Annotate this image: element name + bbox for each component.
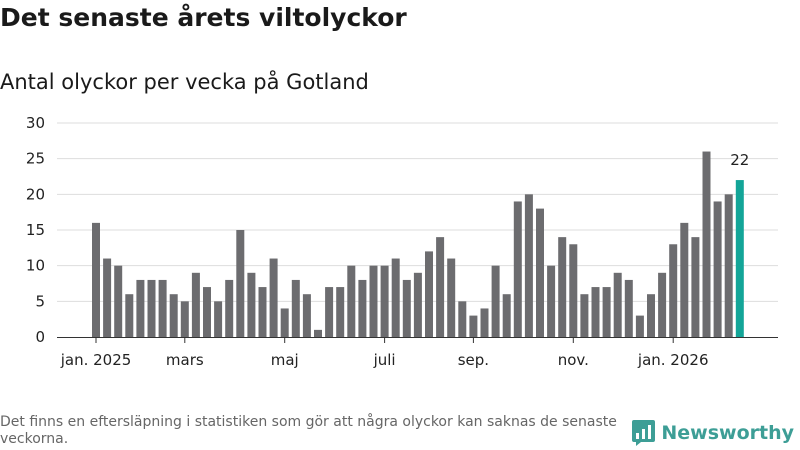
bar-week-14 — [236, 230, 245, 337]
bar-week-28 — [391, 258, 400, 337]
bar-chart: 0 5 10 15 20 25 30 jan. 2025 mars maj juli sep. nov… — [26, 114, 778, 369]
bar-week-13 — [225, 279, 234, 337]
x-tick-label: jan. 2025 — [60, 351, 132, 369]
x-tick-label: nov. — [558, 351, 589, 369]
bars — [92, 151, 744, 337]
bar-week-55 — [691, 237, 700, 337]
highlight-value-label: 22 — [730, 151, 749, 169]
bar-week-21 — [314, 329, 322, 337]
x-tick-label: juli — [373, 351, 396, 369]
bar-week-4 — [125, 294, 134, 337]
bar-week-54 — [680, 222, 689, 337]
bar-week-20 — [302, 294, 311, 337]
x-axis-ticks: jan. 2025 mars maj juli sep. nov. jan. 2026 — [60, 337, 709, 369]
bar-week-1 — [92, 222, 100, 337]
bar-week-40 — [524, 194, 533, 337]
y-tick-label-20: 20 — [26, 185, 45, 203]
bar-week-26 — [369, 265, 378, 337]
bar-week-33 — [447, 258, 456, 337]
bar-week-42 — [547, 265, 556, 337]
data-labels: 22 — [730, 151, 749, 169]
bar-week-51 — [647, 294, 655, 337]
bar-week-34 — [458, 301, 467, 337]
x-tick-label: sep. — [458, 351, 489, 369]
bar-week-10 — [191, 272, 200, 337]
y-tick-label-25: 25 — [26, 150, 45, 168]
bar-week-46 — [591, 287, 600, 337]
bar-week-48 — [613, 272, 622, 337]
y-tick-label-15: 15 — [26, 221, 45, 239]
footnote: Det finns en eftersläpning i statistiken… — [0, 414, 617, 447]
x-tick-label: jan. 2026 — [637, 351, 709, 369]
bar-week-32 — [436, 237, 445, 337]
bar-week-56 — [702, 151, 711, 337]
bar-week-47 — [602, 287, 611, 337]
bar-week-11 — [203, 287, 211, 337]
y-tick-label-30: 30 — [26, 114, 45, 132]
bar-week-57 — [713, 201, 722, 337]
bar-week-15 — [247, 272, 256, 337]
bar-week-39 — [513, 201, 522, 337]
bar-week-12 — [214, 301, 223, 337]
y-axis-ticks: 0 5 10 15 20 25 30 — [26, 114, 45, 346]
bar-week-35 — [469, 315, 478, 337]
chart-title: Det senaste årets viltolyckor — [0, 3, 407, 32]
bar-week-36 — [480, 308, 489, 337]
bar-week-58 — [724, 194, 733, 337]
bar-week-24 — [347, 265, 356, 337]
x-tick-label: mars — [166, 351, 204, 369]
bar-week-25 — [358, 279, 367, 337]
bar-week-43 — [558, 237, 567, 337]
bar-week-23 — [336, 287, 345, 337]
y-tick-label-0: 0 — [35, 328, 45, 346]
bar-week-44 — [569, 244, 578, 337]
bar-week-9 — [180, 301, 189, 337]
bar-week-2 — [103, 258, 112, 337]
bar-chart-logo-icon — [632, 420, 656, 446]
bar-week-50 — [635, 315, 644, 337]
bar-week-38 — [502, 294, 511, 337]
brand-name: Newsworthy — [661, 422, 794, 444]
chart-subtitle: Antal olyckor per vecka på Gotland — [0, 70, 369, 94]
bar-week-18 — [280, 308, 289, 337]
bar-week-49 — [624, 279, 633, 337]
bar-week-16 — [258, 287, 267, 337]
bar-week-53 — [669, 244, 678, 337]
bar-week-29 — [402, 279, 411, 337]
bar-week-17 — [269, 258, 278, 337]
bar-week-7 — [158, 279, 167, 337]
bar-week-59 — [735, 180, 744, 337]
bar-week-41 — [536, 208, 544, 337]
x-tick-label: maj — [271, 351, 299, 369]
y-tick-label-5: 5 — [35, 292, 45, 310]
bar-week-19 — [291, 279, 300, 337]
bar-week-31 — [425, 251, 433, 337]
bar-week-45 — [580, 294, 589, 337]
bar-week-37 — [491, 265, 500, 337]
bar-week-52 — [658, 272, 667, 337]
bar-week-27 — [380, 265, 389, 337]
bar-week-3 — [114, 265, 123, 337]
bar-week-8 — [169, 294, 178, 337]
y-tick-label-10: 10 — [26, 257, 45, 275]
bar-week-30 — [413, 272, 422, 337]
bar-week-6 — [147, 279, 156, 337]
bar-week-5 — [136, 279, 145, 337]
bar-week-22 — [325, 287, 334, 337]
newsworthy-logo: Newsworthy — [632, 420, 794, 446]
